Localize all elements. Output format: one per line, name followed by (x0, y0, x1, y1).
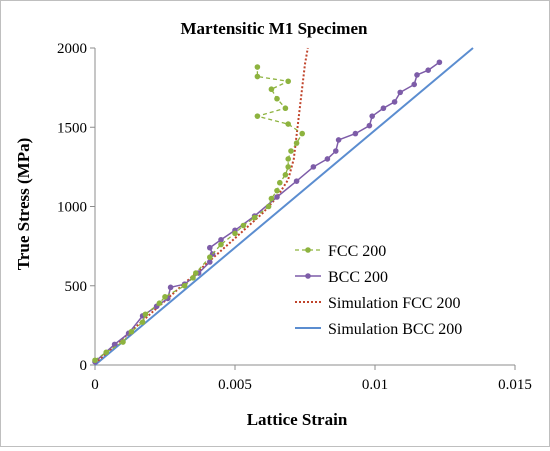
x-tick-label: 0.005 (218, 377, 252, 393)
legend-label-fcc-200: FCC 200 (328, 243, 386, 260)
fcc-200-point (207, 254, 213, 261)
fcc-200-point (274, 187, 280, 194)
bcc-200-point (207, 244, 213, 251)
fcc-200-point (282, 172, 289, 178)
plot-area: 0 0.005 0.01 0.015 0 500 1000 1500 2000 (57, 41, 532, 393)
x-tick-label: 0.01 (362, 377, 388, 393)
fcc-200-point (285, 78, 292, 85)
chart-title: Martensitic M1 Specimen (181, 19, 368, 38)
simulation-fcc-200-line (94, 47, 309, 365)
fcc-200-point (190, 275, 196, 281)
fcc-200-point (265, 203, 272, 210)
bcc-200-point (414, 72, 420, 78)
y-axis-title: True Stress (MPa) (14, 138, 33, 271)
bcc-200-point (218, 236, 224, 243)
bcc-200-point (293, 178, 300, 184)
fcc-200-point (156, 300, 163, 306)
bcc-200-point (352, 130, 359, 137)
fcc-200-point (299, 130, 306, 137)
fcc-200-point (268, 86, 275, 93)
bcc-200-point (333, 148, 339, 154)
legend-marker-fcc-200 (305, 247, 311, 253)
fcc-200-point (218, 241, 224, 248)
fcc-200-point (254, 113, 261, 119)
fcc-200-point (288, 148, 294, 154)
y-tick-label: 1500 (57, 120, 87, 136)
bcc-200-point (436, 59, 443, 66)
bcc-200-point (335, 137, 342, 143)
legend-label-bcc-200: BCC 200 (328, 269, 388, 286)
fcc-200-point (193, 270, 199, 276)
x-tick-label: 0.015 (498, 377, 532, 393)
fcc-200-point (274, 95, 280, 102)
bcc-200-point (397, 89, 404, 96)
fcc-200-point (293, 140, 300, 146)
bcc-200-point (391, 99, 398, 105)
legend-label-simulation-bcc-200: Simulation BCC 200 (328, 321, 462, 338)
fcc-200-point (120, 339, 126, 345)
bcc-200-point (411, 81, 418, 88)
y-tick-label: 2000 (57, 41, 87, 57)
fcc-200-point (251, 214, 258, 221)
bcc-200-point (274, 194, 280, 200)
legend-label-simulation-fcc-200: Simulation FCC 200 (328, 295, 460, 312)
bcc-200-point (310, 164, 317, 170)
fcc-200-point (139, 319, 146, 326)
fcc-200-point (254, 64, 261, 70)
fcc-200-point (232, 230, 238, 237)
y-tick-label: 1000 (57, 200, 87, 216)
fcc-200-point (181, 282, 188, 289)
simulation-bcc-200-line (94, 47, 474, 366)
fcc-200-point (162, 294, 168, 300)
bcc-200-point (207, 259, 213, 265)
fcc-200-point (285, 156, 292, 162)
y-tick-label: 0 (80, 358, 88, 374)
fcc-200-line (94, 67, 303, 361)
bcc-200-point (167, 284, 174, 291)
bcc-200-point (369, 113, 376, 119)
fcc-200-point (128, 328, 135, 335)
x-tick-label: 0 (91, 377, 99, 393)
fcc-200-point (240, 222, 247, 229)
bcc-200-point (425, 67, 432, 73)
fcc-200-point (254, 73, 261, 80)
fcc-200-point (285, 121, 292, 127)
fcc-200-point (92, 357, 98, 364)
fcc-200-point (142, 311, 149, 318)
fcc-200-point (277, 179, 283, 186)
bcc-200-point (366, 122, 373, 129)
legend-marker-bcc-200 (305, 273, 311, 279)
bcc-200-point (324, 156, 331, 162)
legend: FCC 200 BCC 200 Simulation FCC 200 Simulati… (295, 243, 462, 338)
fcc-200-point (268, 195, 275, 202)
fcc-200-point (285, 164, 292, 170)
x-axis-title: Lattice Strain (247, 410, 348, 429)
y-tick-label: 500 (65, 279, 88, 295)
fcc-200-point (282, 105, 289, 112)
fcc-200-point (103, 349, 109, 356)
bcc-200-point (380, 105, 387, 112)
bcc-200-point (111, 341, 118, 348)
